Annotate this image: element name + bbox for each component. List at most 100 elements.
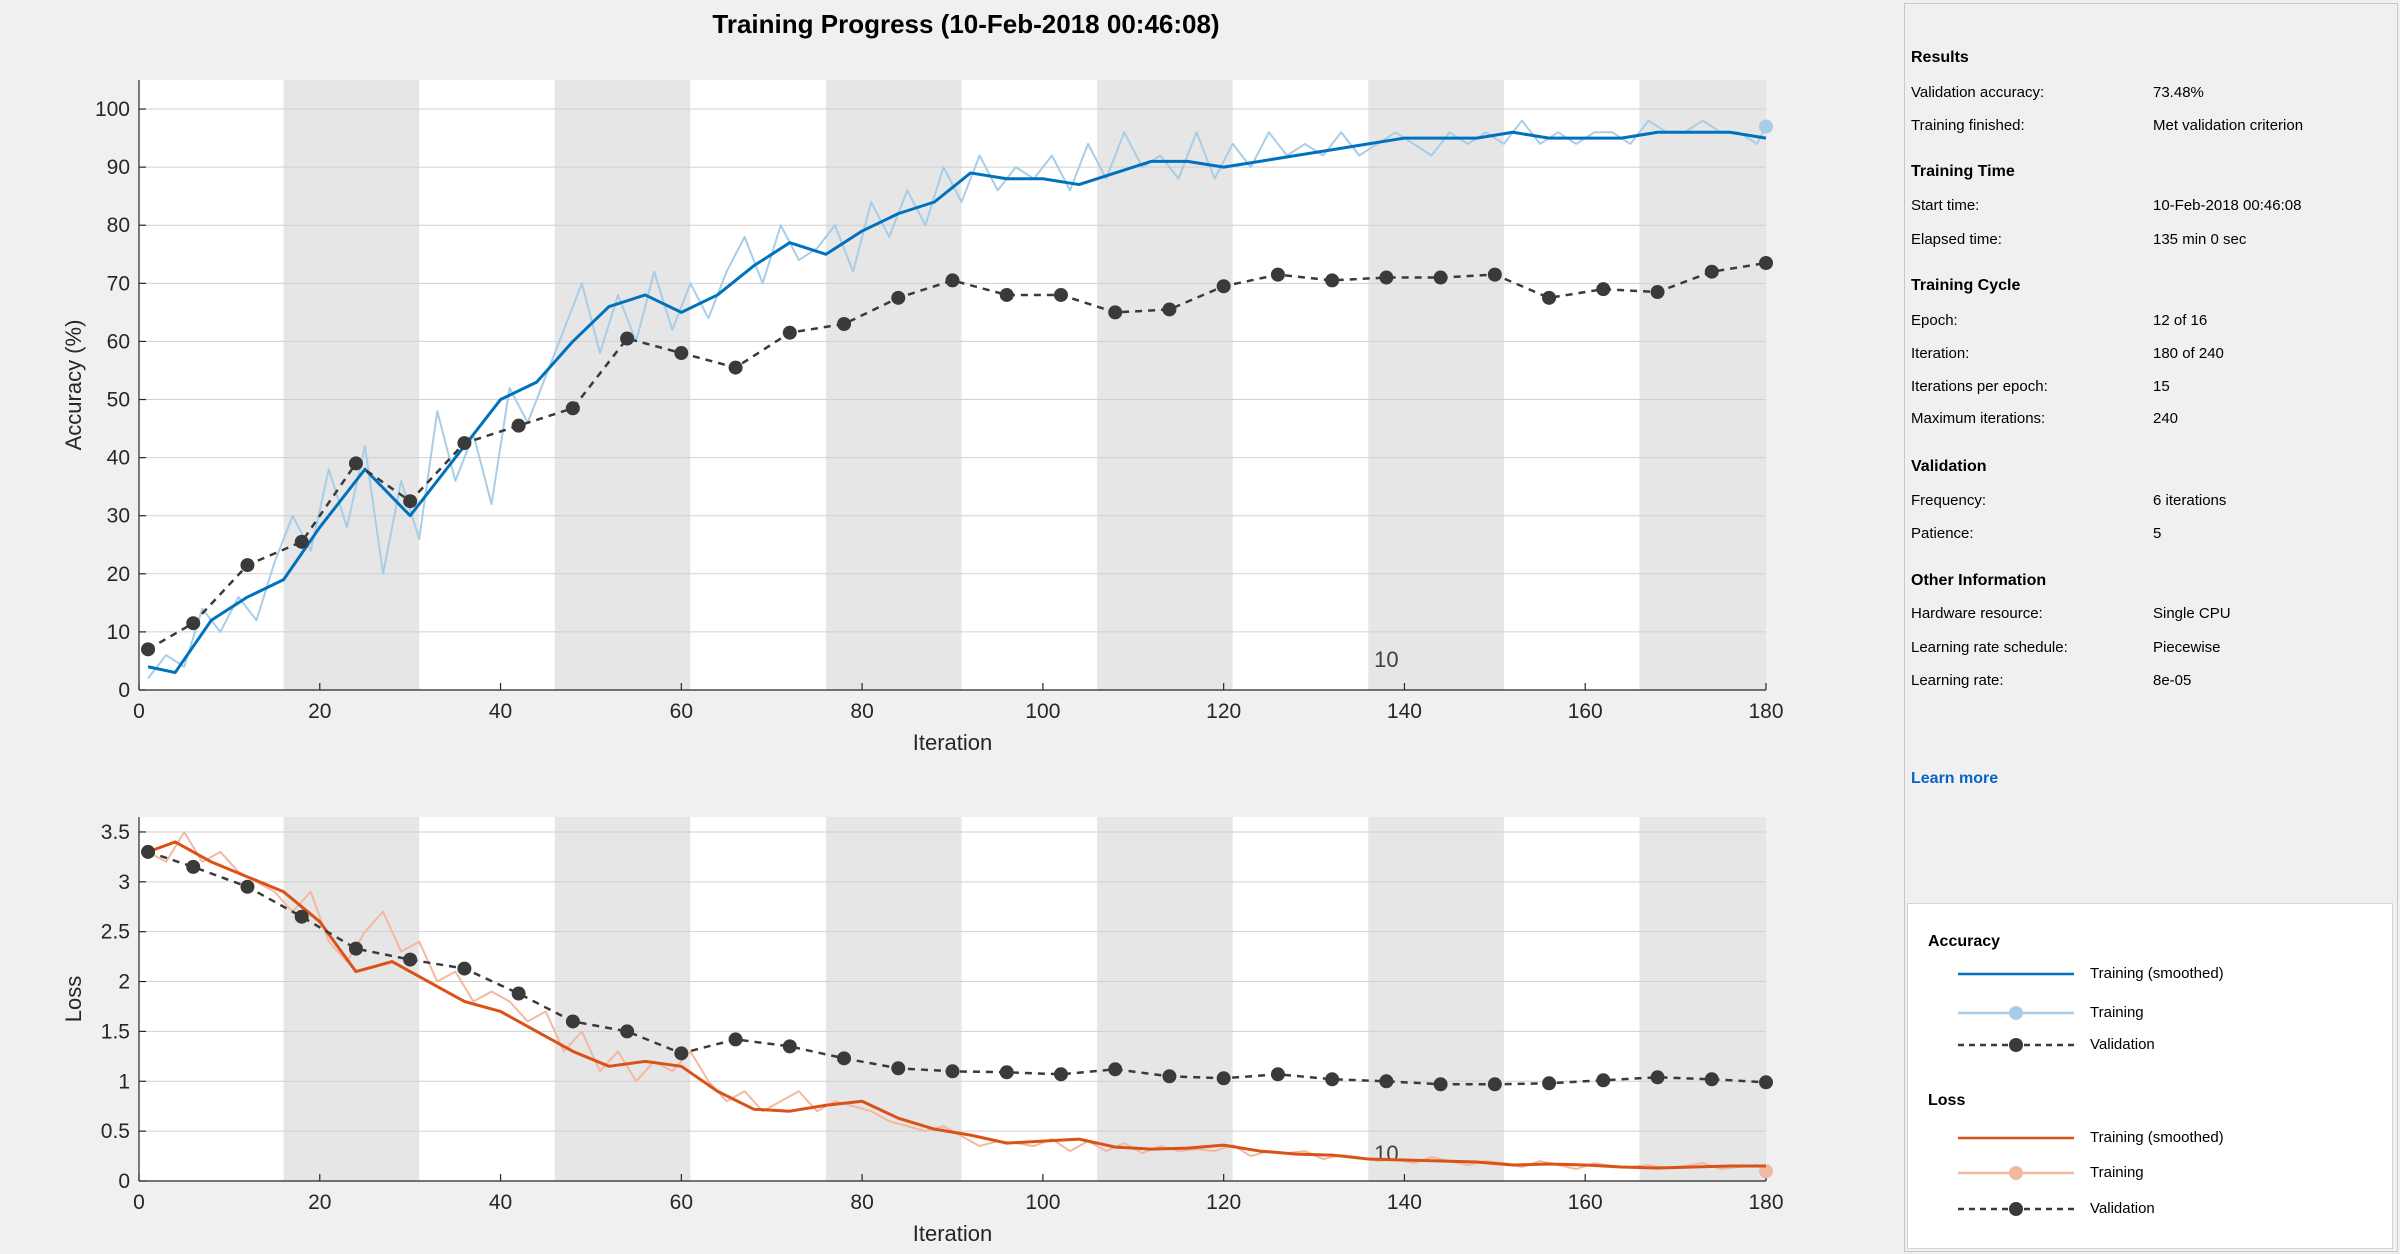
loss-validation-point bbox=[348, 941, 363, 956]
loss-validation-point bbox=[141, 844, 156, 859]
loss-y-tick-label: 0 bbox=[118, 1170, 130, 1193]
accuracy-validation-point bbox=[1759, 256, 1773, 270]
accuracy-validation-point bbox=[620, 331, 635, 346]
loss-x-tick-label: 40 bbox=[489, 1191, 512, 1214]
accuracy-x-tick-label: 40 bbox=[489, 700, 512, 723]
loss-validation-point bbox=[1379, 1074, 1394, 1089]
loss-validation-point bbox=[1216, 1071, 1231, 1086]
loss-x-tick-label: 180 bbox=[1748, 1191, 1783, 1214]
accuracy-x-tick-label: 160 bbox=[1568, 700, 1603, 723]
accuracy-y-tick-label: 20 bbox=[107, 563, 130, 586]
accuracy-epoch-shade bbox=[283, 80, 420, 690]
loss-y-tick-label: 0.5 bbox=[101, 1120, 130, 1143]
accuracy-validation-point bbox=[1379, 270, 1394, 285]
legend-dashed-marker-icon bbox=[1958, 1038, 2074, 1052]
accuracy-validation-point bbox=[1162, 302, 1177, 317]
loss-x-tick-label: 160 bbox=[1568, 1191, 1603, 1214]
loss-validation-point bbox=[457, 961, 472, 976]
accuracy-x-tick-label: 180 bbox=[1748, 700, 1783, 723]
accuracy-validation-point bbox=[294, 534, 309, 549]
accuracy-x-tick-label: 80 bbox=[850, 700, 873, 723]
loss-epoch-shade bbox=[283, 817, 420, 1181]
loss-validation-point bbox=[1596, 1073, 1611, 1088]
accuracy-epoch-shade bbox=[1639, 80, 1766, 690]
legend-entry-accuracy-validation: Validation bbox=[1908, 1035, 2388, 1055]
loss-validation-point bbox=[240, 879, 255, 894]
loss-x-tick-label: 60 bbox=[670, 1191, 693, 1214]
accuracy-validation-point bbox=[782, 325, 797, 340]
loss-validation-point bbox=[782, 1039, 797, 1054]
loss-validation-point bbox=[511, 986, 526, 1001]
accuracy-y-tick-label: 10 bbox=[107, 621, 130, 644]
loss-x-tick-label: 20 bbox=[308, 1191, 331, 1214]
legend-accuracy-heading: Accuracy bbox=[1928, 933, 2001, 950]
training-cycle-heading: Training Cycle bbox=[1911, 277, 2021, 294]
validation-heading: Validation bbox=[1911, 458, 1987, 475]
loss-validation-point bbox=[1270, 1067, 1285, 1082]
accuracy-y-tick-label: 40 bbox=[107, 447, 130, 470]
accuracy-x-tick-label: 60 bbox=[670, 700, 693, 723]
loss-epoch-shade bbox=[825, 817, 962, 1181]
legend-entry-loss-smoothed: Training (smoothed) bbox=[1908, 1128, 2388, 1148]
accuracy-validation-point bbox=[457, 436, 472, 451]
legend: Accuracy Training (smoothed) Training Va… bbox=[1907, 903, 2393, 1249]
accuracy-epoch-label: 10 bbox=[1374, 647, 1398, 672]
info-row: Elapsed time: 135 min 0 sec bbox=[1911, 231, 2247, 248]
loss-validation-point bbox=[403, 952, 418, 967]
learn-more-link[interactable]: Learn more bbox=[1911, 770, 1999, 787]
loss-y-tick-label: 1 bbox=[118, 1070, 130, 1093]
legend-loss-heading: Loss bbox=[1928, 1092, 1966, 1109]
loss-x-axis-label: Iteration bbox=[913, 1221, 993, 1246]
accuracy-x-tick-label: 120 bbox=[1206, 700, 1241, 723]
accuracy-validation-point bbox=[403, 494, 418, 509]
loss-epoch-shade bbox=[1368, 817, 1504, 1181]
accuracy-y-tick-label: 90 bbox=[107, 156, 130, 179]
accuracy-validation-point bbox=[1542, 290, 1557, 305]
legend-dashed-marker-icon bbox=[1958, 1202, 2074, 1216]
loss-validation-point bbox=[837, 1051, 852, 1066]
loss-validation-point bbox=[728, 1032, 743, 1047]
loss-validation-point bbox=[1704, 1072, 1719, 1087]
accuracy-validation-point bbox=[837, 317, 852, 331]
accuracy-x-tick-label: 0 bbox=[133, 700, 145, 723]
legend-entry-loss-training: Training bbox=[1908, 1163, 2388, 1183]
loss-y-tick-label: 2.5 bbox=[101, 921, 130, 944]
accuracy-validation-point bbox=[1487, 267, 1502, 282]
accuracy-validation-point bbox=[1108, 305, 1123, 320]
accuracy-validation-point bbox=[891, 290, 906, 305]
accuracy-epoch-shade bbox=[1368, 80, 1504, 690]
loss-y-axis-label: Loss bbox=[61, 976, 86, 1022]
accuracy-validation-point bbox=[674, 346, 689, 361]
legend-entry-accuracy-training: Training bbox=[1908, 1003, 2388, 1023]
info-row: Training finished: Met validation criteri… bbox=[1911, 117, 2304, 134]
accuracy-validation-point bbox=[1053, 287, 1068, 302]
accuracy-validation-point bbox=[1325, 273, 1340, 288]
loss-validation-point bbox=[1759, 1075, 1773, 1090]
accuracy-validation-point bbox=[1270, 267, 1285, 282]
accuracy-y-tick-label: 60 bbox=[107, 330, 130, 353]
accuracy-validation-point bbox=[945, 273, 960, 288]
legend-line-marker-icon bbox=[1958, 1006, 2074, 1020]
info-row: Frequency: 6 iterations bbox=[1911, 492, 2227, 509]
accuracy-x-tick-label: 140 bbox=[1387, 700, 1422, 723]
loss-validation-point bbox=[1325, 1072, 1340, 1087]
accuracy-x-axis-label: Iteration bbox=[913, 730, 993, 755]
accuracy-y-tick-label: 80 bbox=[107, 214, 130, 237]
loss-validation-point bbox=[294, 909, 309, 924]
loss-plot: 0 20 40 60 80 100 120 140 160 180 0 0.5 1 1.5 2 2.5 3 3.5… bbox=[61, 817, 1784, 1246]
loss-x-tick-label: 80 bbox=[850, 1191, 873, 1214]
accuracy-x-tick-label: 100 bbox=[1025, 700, 1060, 723]
loss-validation-point bbox=[891, 1061, 906, 1076]
accuracy-y-tick-label: 100 bbox=[95, 98, 130, 121]
loss-x-tick-label: 120 bbox=[1206, 1191, 1241, 1214]
loss-validation-point bbox=[1433, 1077, 1448, 1092]
accuracy-epoch-shade bbox=[554, 80, 691, 690]
info-row: Maximum iterations: 240 bbox=[1911, 410, 2179, 427]
accuracy-x-tick-label: 20 bbox=[308, 700, 331, 723]
loss-x-tick-label: 100 bbox=[1025, 1191, 1060, 1214]
loss-y-tick-label: 3 bbox=[118, 871, 130, 894]
accuracy-validation-point bbox=[1704, 264, 1719, 279]
accuracy-epoch-shade bbox=[1097, 80, 1233, 690]
info-row: Learning rate schedule: Piecewise bbox=[1911, 639, 2221, 656]
legend-entry-accuracy-smoothed: Training (smoothed) bbox=[1908, 964, 2388, 984]
